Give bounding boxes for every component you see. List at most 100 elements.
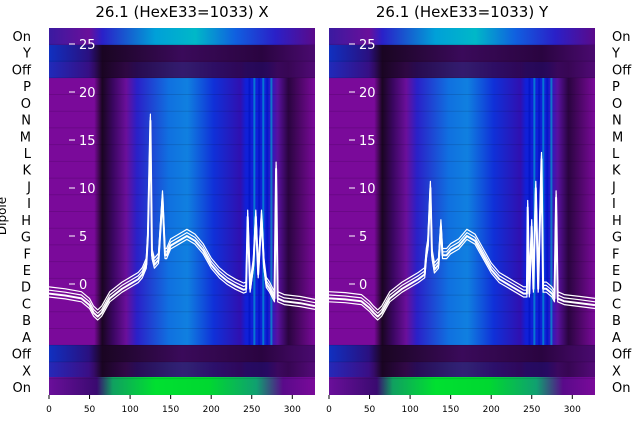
dipole-label: Off <box>12 348 32 363</box>
dipole-label: N <box>21 114 31 129</box>
dipole-label: J <box>26 180 31 195</box>
trace-line <box>49 116 315 314</box>
overlay-tick-label: 10 <box>359 182 376 197</box>
panel-title: 26.1 (HexE33=1033) X <box>95 3 268 21</box>
heatmap-row-y <box>329 45 595 62</box>
x-tick-label: 50 <box>364 405 376 415</box>
dipole-label: On <box>612 30 630 45</box>
x-tick-label: 200 <box>203 405 220 415</box>
dipole-label: C <box>22 297 31 312</box>
heatmap-streak <box>550 78 553 345</box>
x-tick-label: 200 <box>483 405 500 415</box>
y-axis-label: Dipole <box>0 197 9 235</box>
dipole-label: F <box>24 247 31 262</box>
dipole-label: Off <box>612 63 632 78</box>
x-tick-label: 300 <box>564 405 581 415</box>
heatmap-streak <box>248 78 251 345</box>
trace-line <box>49 113 315 311</box>
dipole-label: E <box>612 264 620 279</box>
heatmap-row-off-top <box>329 62 595 78</box>
dipole-label: A <box>612 331 621 346</box>
dipole-label: On <box>612 381 630 396</box>
heatmap-streak <box>262 78 265 345</box>
heatmap-row-off-bottom <box>329 345 595 362</box>
overlay-tick-label: 5 <box>79 230 87 245</box>
x-tick-label: 150 <box>162 405 179 415</box>
dipole-label: Off <box>612 348 632 363</box>
dipole-label: P <box>612 80 620 95</box>
x-tick-label: 100 <box>402 405 419 415</box>
dipole-label: D <box>21 281 31 296</box>
trace-line <box>329 155 595 314</box>
dipole-label: K <box>22 164 31 179</box>
x-tick-label: 250 <box>523 405 540 415</box>
heatmap-row-on-top <box>329 28 595 45</box>
overlay-tick-label: 0 <box>359 278 367 293</box>
overlay-tick-label: 5 <box>359 230 367 245</box>
overlay-tick-label: 25 <box>359 38 376 53</box>
overlay-tick-label: 0 <box>79 278 87 293</box>
dipole-label: H <box>21 214 31 229</box>
trace-line <box>329 162 595 321</box>
overlay-tick-label: 25 <box>79 38 96 53</box>
heatmap-streak <box>528 78 531 345</box>
heatmap-streak <box>546 78 549 345</box>
dipole-label: N <box>612 114 622 129</box>
heatmap-row-off-bottom <box>49 345 315 362</box>
heatmap-streak <box>542 78 545 345</box>
dipole-label: H <box>612 214 622 229</box>
x-tick-label: 250 <box>243 405 260 415</box>
dipole-label: P <box>23 80 31 95</box>
trace-line <box>49 119 315 318</box>
dipole-label: I <box>27 197 31 212</box>
dipole-label: X <box>22 364 31 379</box>
x-tick-label: 300 <box>284 405 301 415</box>
heatmap-row-x <box>49 362 315 377</box>
panel-y: 0 5 10 15 20 25 26.1 (HexE33=1033) Y 0 50 100 150 2… <box>326 3 595 415</box>
heatmap-row-off-top <box>49 62 315 78</box>
heatmap-row-y <box>49 45 315 62</box>
trace-line <box>49 123 315 321</box>
dipole-label: On <box>13 381 31 396</box>
heatmap-streak <box>258 78 261 345</box>
dipole-label: M <box>612 130 623 145</box>
heatmap-streak <box>270 78 273 345</box>
dipole-label: K <box>612 164 621 179</box>
x-tick-label: 0 <box>326 405 332 415</box>
dipole-label: B <box>22 314 31 329</box>
dipole-label: O <box>21 97 31 112</box>
dipole-label: G <box>612 231 622 246</box>
overlay-tick-label: 15 <box>79 134 96 149</box>
dipole-label: L <box>24 147 32 162</box>
heatmap-row-on-bottom <box>329 377 595 395</box>
x-tick-label: 100 <box>122 405 139 415</box>
heatmap-streak <box>253 78 256 345</box>
heatmap-row-x <box>329 362 595 377</box>
x-tick-label: 150 <box>442 405 459 415</box>
dipole-label: On <box>13 30 31 45</box>
dipole-label: X <box>612 364 621 379</box>
dipole-label: C <box>612 297 621 312</box>
dipole-label: L <box>612 147 620 162</box>
heatmap-row-on-bottom <box>49 377 315 395</box>
dipole-label: Off <box>12 63 32 78</box>
heatmap-row-on-top <box>49 28 315 45</box>
dipole-label: I <box>612 197 616 212</box>
overlay-tick-label: 10 <box>79 182 96 197</box>
overlay-tick-label: 15 <box>359 134 376 149</box>
dipole-label: G <box>21 231 31 246</box>
x-tick-label: 0 <box>46 405 52 415</box>
panel-title: 26.1 (HexE33=1033) Y <box>376 3 549 21</box>
dipole-label: A <box>22 331 31 346</box>
overlay-tick-label: 20 <box>359 86 376 101</box>
overlay-tick-label: 20 <box>79 86 96 101</box>
dipole-label: B <box>612 314 621 329</box>
dipole-label: E <box>23 264 31 279</box>
dipole-label: D <box>612 281 622 296</box>
panel-x: 0 5 10 15 20 25 26.1 (HexE33=1033) X 0 50 100 150 2… <box>46 3 315 415</box>
dipole-label: M <box>20 130 31 145</box>
trace-line <box>329 151 595 311</box>
